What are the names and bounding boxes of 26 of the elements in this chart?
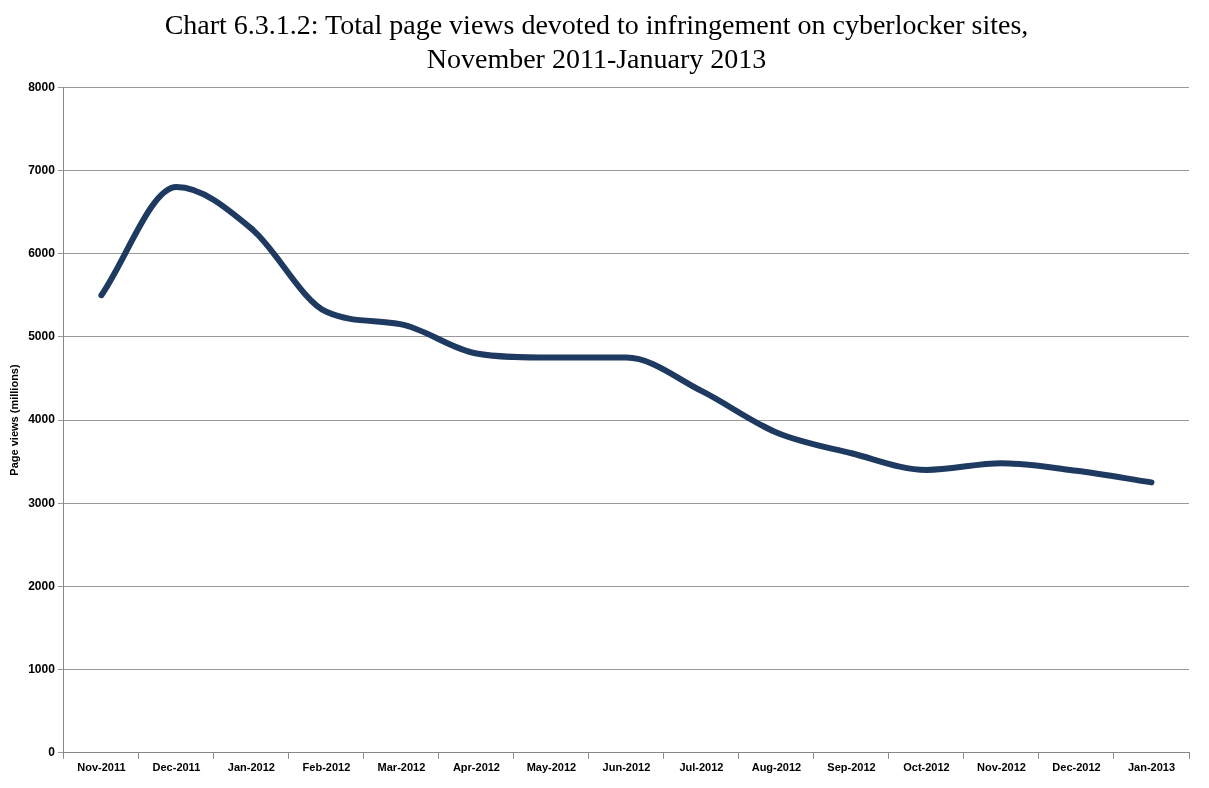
y-tick-label: 0 [48, 745, 56, 760]
x-tick-label: Feb-2012 [302, 761, 351, 774]
x-tick-label: Sep-2012 [827, 761, 876, 774]
y-tick-label: 6000 [28, 245, 56, 260]
x-tick-label: Mar-2012 [377, 761, 426, 774]
x-tick-label: May-2012 [526, 761, 577, 774]
x-tick-label: Jun-2012 [602, 761, 651, 774]
x-tick-label: Jul-2012 [679, 761, 724, 774]
y-tick-label: 1000 [28, 661, 56, 676]
x-tick-label: Dec-2012 [1052, 761, 1101, 774]
x-tick-label: Dec-2011 [152, 761, 201, 774]
chart-title: Chart 6.3.1.2: Total page views devoted to infringement on cyberlocker sites, November 2011-January 2013 [164, 9, 1029, 74]
y-tick-label: 2000 [28, 578, 56, 593]
x-tick-label: Nov-2012 [977, 761, 1026, 774]
y-tick-label: 3000 [28, 495, 56, 510]
y-tick-label: 7000 [28, 162, 56, 177]
x-tick-label: Jan-2012 [227, 761, 275, 774]
y-tick-label: 8000 [28, 79, 56, 94]
x-tick-label: Oct-2012 [903, 761, 950, 774]
x-tick-label: Aug-2012 [751, 761, 802, 774]
y-tick-label: 5000 [28, 329, 56, 344]
y-axis-title: Page views (millions) [7, 364, 20, 476]
x-tick-label: Jan-2013 [1127, 761, 1176, 774]
x-tick-label: Nov-2011 [77, 761, 126, 774]
y-tick-label: 4000 [28, 412, 56, 427]
x-tick-label: Apr-2012 [452, 761, 500, 774]
